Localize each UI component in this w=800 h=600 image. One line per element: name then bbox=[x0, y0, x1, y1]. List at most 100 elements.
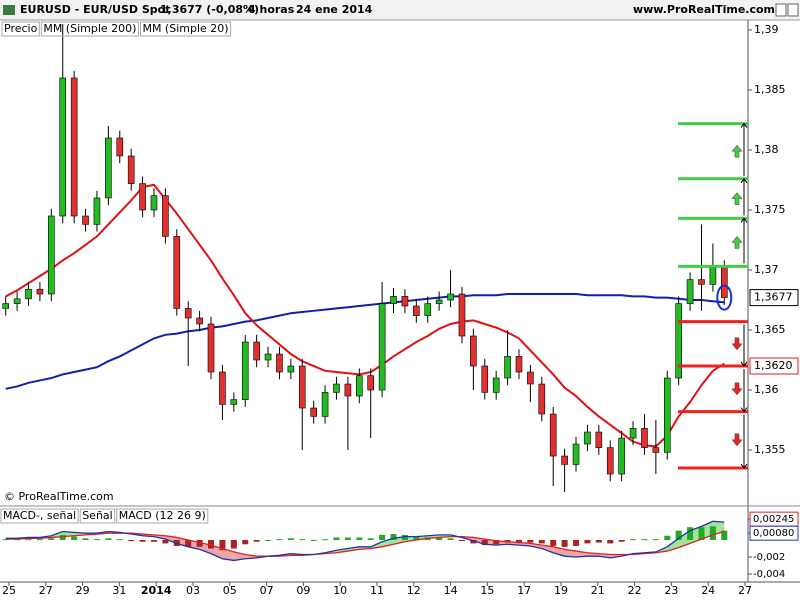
histogram-bar bbox=[652, 539, 659, 541]
candle-body bbox=[720, 267, 728, 298]
macd-line bbox=[5, 530, 725, 557]
histogram-bar bbox=[607, 540, 614, 544]
candle-body bbox=[310, 407, 317, 417]
histogram-bar bbox=[82, 538, 89, 540]
candle-body bbox=[504, 356, 511, 379]
candle-body bbox=[629, 428, 637, 439]
highlight bbox=[716, 284, 733, 311]
candle-body bbox=[641, 428, 648, 448]
price-tag-label: 1,3620 bbox=[754, 359, 793, 372]
candle-body bbox=[481, 365, 489, 393]
legend-entry: Precio bbox=[4, 22, 38, 35]
candle-body bbox=[663, 377, 671, 453]
legend-box bbox=[0, 508, 79, 524]
candle-body bbox=[595, 431, 603, 448]
histogram-bar bbox=[162, 540, 169, 544]
histogram-bar bbox=[413, 536, 420, 540]
histogram-bar bbox=[48, 538, 55, 540]
histogram-bar bbox=[573, 540, 580, 546]
candle-body bbox=[492, 377, 500, 393]
candle-body bbox=[378, 303, 386, 391]
candle-body bbox=[413, 305, 420, 316]
histogram-bar bbox=[698, 527, 705, 540]
x-tick-label: 27 bbox=[39, 584, 53, 597]
histogram-bar bbox=[59, 534, 66, 540]
histogram-bar bbox=[515, 540, 522, 543]
histogram-bar bbox=[561, 540, 568, 547]
candle-body bbox=[367, 375, 375, 391]
site: www.ProRealTime.com bbox=[633, 3, 775, 16]
candle-body bbox=[549, 413, 557, 457]
histogram-bar bbox=[344, 537, 351, 540]
histogram-bar bbox=[310, 540, 317, 541]
candle-body bbox=[173, 236, 181, 309]
level-arrow bbox=[731, 382, 743, 396]
histogram-bar bbox=[185, 540, 192, 547]
histogram-bar bbox=[538, 540, 545, 544]
histogram-bar bbox=[595, 540, 602, 543]
icon bbox=[3, 5, 15, 15]
histogram-bar bbox=[322, 539, 329, 541]
timeframe: 4 horas bbox=[248, 3, 295, 16]
candle-body bbox=[698, 279, 705, 285]
trend-arrow bbox=[740, 361, 748, 367]
histogram-bar bbox=[299, 539, 306, 541]
legend-box bbox=[40, 21, 139, 37]
histogram-bar bbox=[584, 540, 591, 544]
legend-entry: Señal bbox=[82, 509, 113, 522]
x-tick-label: 07 bbox=[260, 584, 274, 597]
candle-body bbox=[675, 303, 682, 379]
candle-body bbox=[48, 215, 55, 295]
y-tick-label: 1,36 bbox=[754, 383, 779, 396]
candle-body bbox=[401, 296, 409, 307]
candle-body bbox=[321, 392, 329, 417]
candle-body bbox=[344, 383, 352, 397]
x-tick-label: 12 bbox=[407, 584, 421, 597]
x-tick-label: 05 bbox=[223, 584, 237, 597]
histogram-bar bbox=[208, 540, 215, 549]
legend-box bbox=[139, 21, 232, 37]
x-tick-label: 19 bbox=[554, 584, 568, 597]
candle-body bbox=[606, 447, 614, 475]
histogram-bar bbox=[675, 530, 682, 540]
y-tick-label: 0,00080 bbox=[753, 528, 794, 539]
candle-body bbox=[196, 317, 203, 325]
histogram-bar bbox=[93, 539, 100, 541]
y-tick-label: 1,365 bbox=[754, 323, 786, 336]
histogram-bar bbox=[196, 540, 203, 547]
watermark: © ProRealTime.com bbox=[4, 490, 114, 503]
histogram-bar bbox=[447, 538, 454, 540]
trend-arrow bbox=[740, 177, 748, 184]
histogram-bar bbox=[550, 540, 557, 546]
candle-body bbox=[686, 279, 694, 304]
icon bbox=[775, 3, 787, 17]
legend-box bbox=[79, 508, 116, 524]
histogram-bar bbox=[276, 539, 283, 541]
histogram-bar bbox=[481, 540, 488, 546]
y-tick-label: 1,37 bbox=[754, 263, 779, 276]
level-arrow bbox=[731, 433, 743, 447]
histogram-bar bbox=[527, 540, 534, 543]
candle-body bbox=[333, 383, 340, 393]
quote: 1,3677 (-0,08%) bbox=[160, 3, 259, 16]
candle-body bbox=[572, 443, 580, 465]
price-tag-label: 1,3677 bbox=[754, 291, 793, 304]
candle-body bbox=[230, 399, 238, 405]
histogram-bar bbox=[458, 540, 465, 541]
candle-body bbox=[561, 455, 568, 465]
x-tick-label: 21 bbox=[591, 584, 605, 597]
icon bbox=[787, 3, 799, 17]
histogram-bar bbox=[105, 538, 112, 540]
x-tick-label: 2014 bbox=[141, 584, 172, 597]
symbol: EURUSD - EUR/USD Spot bbox=[20, 3, 171, 16]
y-tick-label: 1,375 bbox=[754, 203, 786, 216]
histogram-bar bbox=[367, 538, 374, 540]
candle-body bbox=[2, 303, 10, 309]
candle-body bbox=[127, 155, 135, 184]
x-tick-label: 27 bbox=[738, 584, 752, 597]
moving-average bbox=[5, 293, 725, 390]
y-tick-label: 1,355 bbox=[754, 443, 786, 456]
histogram-bar bbox=[687, 527, 694, 540]
histogram-bar bbox=[242, 540, 249, 545]
